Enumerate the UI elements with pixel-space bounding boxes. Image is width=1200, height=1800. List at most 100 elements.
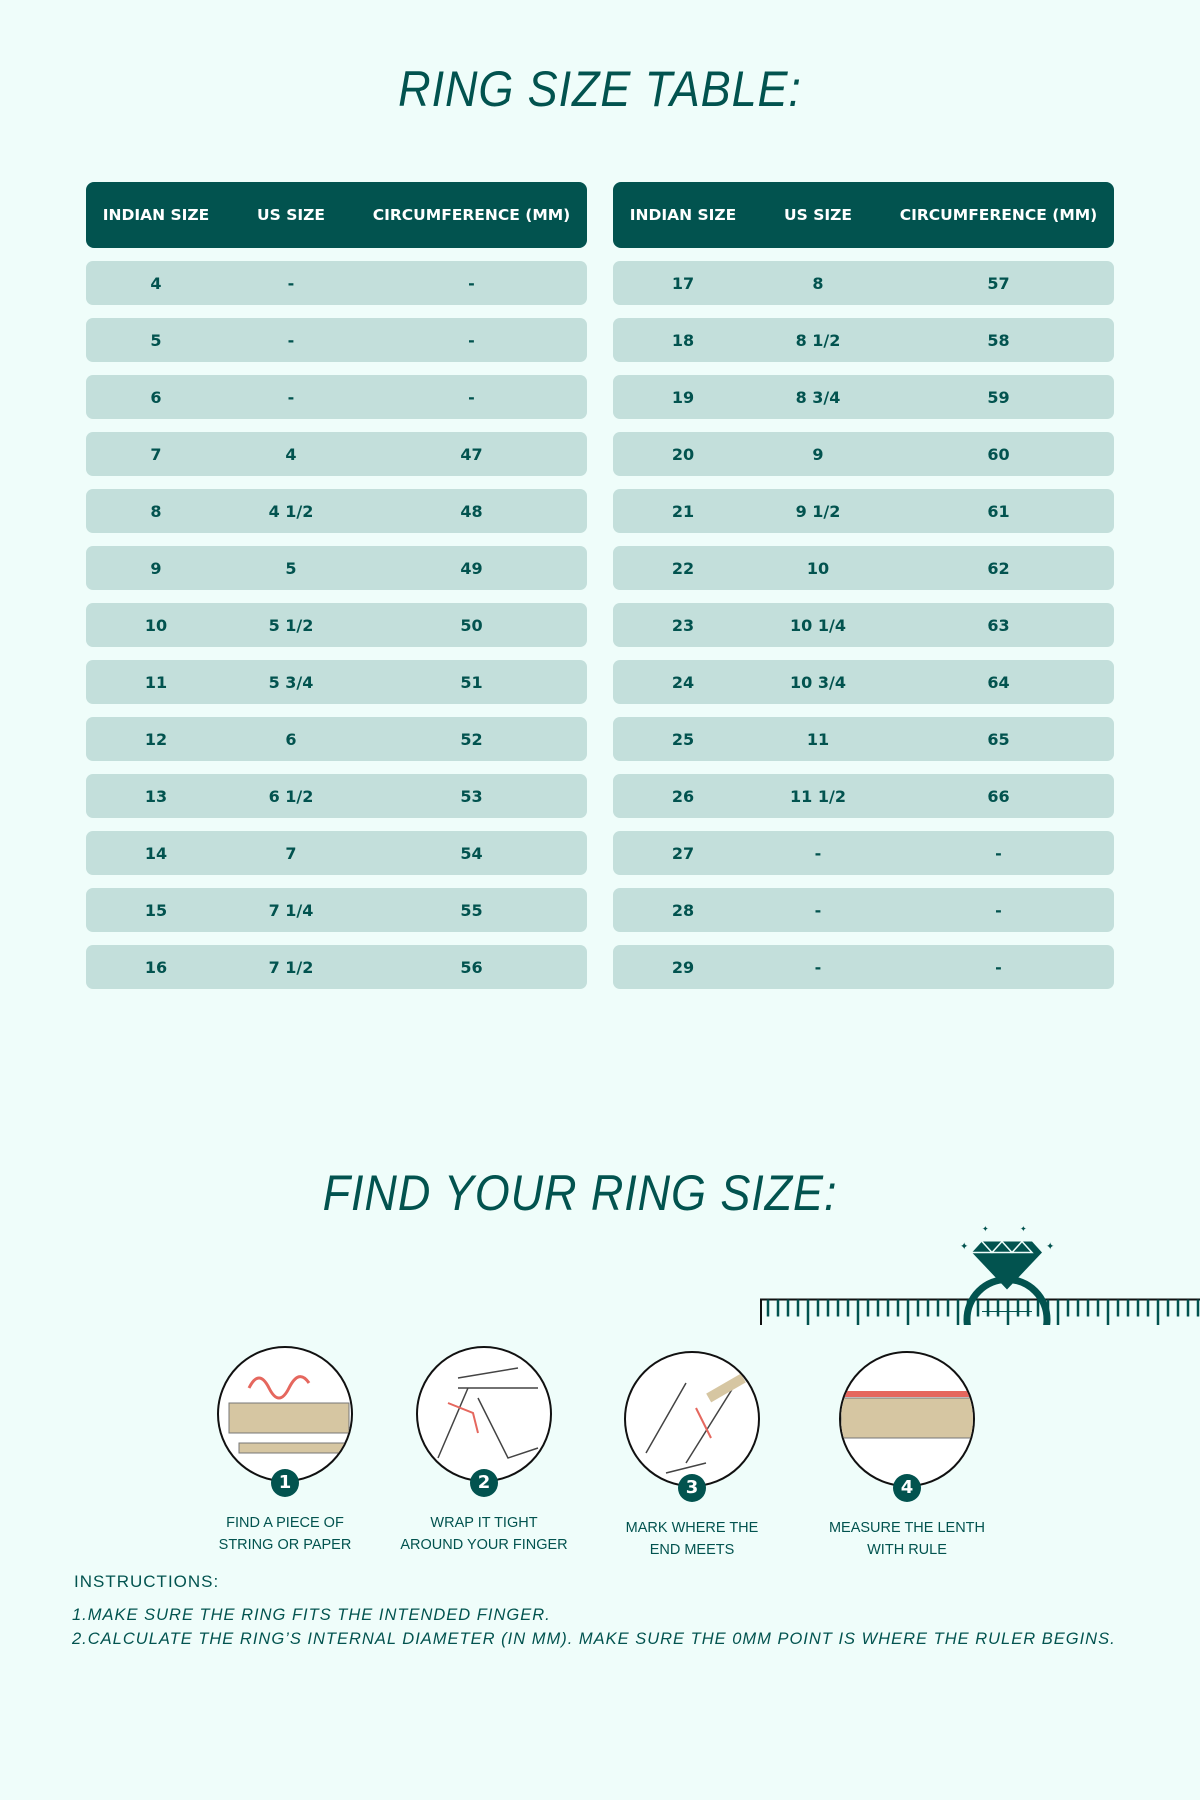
us-size-cell: 9 xyxy=(812,444,824,464)
table-row: 22 10 62 xyxy=(613,546,1114,590)
size-table-right: INDIAN SIZE US SIZE CIRCUMFERENCE (MM) 1… xyxy=(613,182,1114,989)
circumference-cell: 57 xyxy=(987,273,1010,293)
step-label-line: WITH RULE xyxy=(867,1542,947,1558)
step-label-line: AROUND YOUR FINGER xyxy=(400,1537,568,1553)
indian-size-cell: 14 xyxy=(144,843,168,863)
indian-size-cell: 10 xyxy=(144,615,168,635)
instructions-heading: INSTRUCTIONS: xyxy=(74,1572,220,1591)
indian-size-cell: 12 xyxy=(144,729,168,749)
indian-size-cell: 23 xyxy=(671,615,695,635)
indian-size-cell: 9 xyxy=(150,558,162,578)
us-size-cell: 9 1/2 xyxy=(795,501,841,521)
table-row: 7 4 47 xyxy=(86,432,587,476)
svg-text:✦: ✦ xyxy=(982,1225,989,1234)
size-table-left: INDIAN SIZE US SIZE CIRCUMFERENCE (MM) 4… xyxy=(86,182,587,989)
table-row: 19 8 3/4 59 xyxy=(613,375,1114,419)
table-row: 10 5 1/2 50 xyxy=(86,603,587,647)
table-row: 13 6 1/2 53 xyxy=(86,774,587,818)
step-label-line: MEASURE THE LENTH xyxy=(828,1520,986,1536)
us-size-cell: - xyxy=(814,900,822,920)
table-header: INDIAN SIZE US SIZE CIRCUMFERENCE (MM) xyxy=(613,182,1114,248)
circumference-cell: - xyxy=(468,330,475,350)
table-row: 11 5 3/4 51 xyxy=(86,660,587,704)
us-size-cell: 10 xyxy=(806,558,830,578)
circumference-cell: 49 xyxy=(460,558,483,578)
table-row: 8 4 1/2 48 xyxy=(86,489,587,533)
table-row: 20 9 60 xyxy=(613,432,1114,476)
find-size-title: FIND YOUR RING SIZE: xyxy=(322,1165,838,1221)
indian-size-cell: 17 xyxy=(671,273,695,293)
table-row: 21 9 1/2 61 xyxy=(613,489,1114,533)
instruction-item: 2.CALCULATE THE RING’S INTERNAL DIAMETER… xyxy=(72,1630,1116,1648)
table-row: 4 - - xyxy=(86,261,587,305)
table-row: 25 11 65 xyxy=(613,717,1114,761)
circumference-cell: 53 xyxy=(460,786,483,806)
table-row: 15 7 1/4 55 xyxy=(86,888,587,932)
table-row: 14 7 54 xyxy=(86,831,587,875)
us-size-cell: 7 1/4 xyxy=(268,900,314,920)
table-row: 23 10 1/4 63 xyxy=(613,603,1114,647)
circumference-cell: 52 xyxy=(460,729,483,749)
indian-size-cell: 27 xyxy=(671,843,695,863)
circumference-cell: 64 xyxy=(987,672,1010,692)
indian-size-cell: 16 xyxy=(144,957,168,977)
us-size-cell: 5 xyxy=(285,558,297,578)
us-size-cell: - xyxy=(287,387,295,407)
us-size-cell: - xyxy=(287,273,295,293)
header-us-size: US SIZE xyxy=(257,206,325,224)
circumference-cell: 56 xyxy=(460,957,483,977)
step-label-line: WRAP IT TIGHT xyxy=(430,1515,538,1531)
step-number-badge: 1 xyxy=(271,1469,299,1497)
table-row: 27 - - xyxy=(613,831,1114,875)
us-size-cell: - xyxy=(814,957,822,977)
page-title: RING SIZE TABLE: xyxy=(398,61,802,117)
us-size-cell: 10 3/4 xyxy=(790,672,846,692)
us-size-cell: 10 1/4 xyxy=(790,615,846,635)
circumference-cell: - xyxy=(468,273,475,293)
step-number-badge: 3 xyxy=(678,1474,706,1502)
indian-size-cell: 15 xyxy=(144,900,168,920)
circumference-cell: - xyxy=(995,900,1002,920)
us-size-cell: 7 xyxy=(285,843,297,863)
indian-size-cell: 19 xyxy=(671,387,695,407)
circumference-cell: - xyxy=(995,957,1002,977)
string-ruler-pencil-icon xyxy=(217,1346,353,1482)
circumference-cell: 65 xyxy=(987,729,1010,749)
table-row: 17 8 57 xyxy=(613,261,1114,305)
indian-size-cell: 4 xyxy=(150,273,162,293)
circumference-cell: - xyxy=(995,843,1002,863)
circumference-cell: 50 xyxy=(460,615,483,635)
header-indian-size: INDIAN SIZE xyxy=(629,206,737,224)
mark-pencil-icon xyxy=(624,1351,760,1487)
circumference-cell: 60 xyxy=(987,444,1010,464)
wrap-finger-icon xyxy=(416,1346,552,1482)
us-size-cell: 5 3/4 xyxy=(268,672,314,692)
us-size-cell: 8 3/4 xyxy=(795,387,841,407)
circumference-cell: 59 xyxy=(987,387,1010,407)
table-row: 29 - - xyxy=(613,945,1114,989)
table-row: 26 11 1/2 66 xyxy=(613,774,1114,818)
indian-size-cell: 7 xyxy=(150,444,162,464)
indian-size-cell: 8 xyxy=(150,501,162,521)
us-size-cell: - xyxy=(287,330,295,350)
circumference-cell: 58 xyxy=(987,330,1010,350)
indian-size-cell: 22 xyxy=(671,558,695,578)
table-row: 18 8 1/2 58 xyxy=(613,318,1114,362)
ruler-ring-icon: ✦ ✦ ✦ ✦ xyxy=(760,1225,1200,1325)
us-size-cell: 7 1/2 xyxy=(268,957,314,977)
indian-size-cell: 6 xyxy=(150,387,162,407)
header-circumference: CIRCUMFERENCE (MM) xyxy=(372,206,571,224)
circumference-cell: 48 xyxy=(460,501,483,521)
us-size-cell: 6 1/2 xyxy=(268,786,314,806)
circumference-cell: 55 xyxy=(460,900,483,920)
step-label: WRAP IT TIGHT AROUND YOUR FINGER xyxy=(384,1512,584,1556)
us-size-cell: 8 xyxy=(812,273,824,293)
step-label-line: FIND A PIECE OF xyxy=(226,1515,344,1531)
indian-size-cell: 13 xyxy=(144,786,168,806)
step-label: MARK WHERE THE END MEETS xyxy=(592,1517,792,1561)
table-row: 6 - - xyxy=(86,375,587,419)
svg-text:✦: ✦ xyxy=(1046,1242,1054,1253)
us-size-cell: 11 1/2 xyxy=(790,786,846,806)
circumference-cell: 51 xyxy=(460,672,483,692)
indian-size-cell: 20 xyxy=(671,444,695,464)
